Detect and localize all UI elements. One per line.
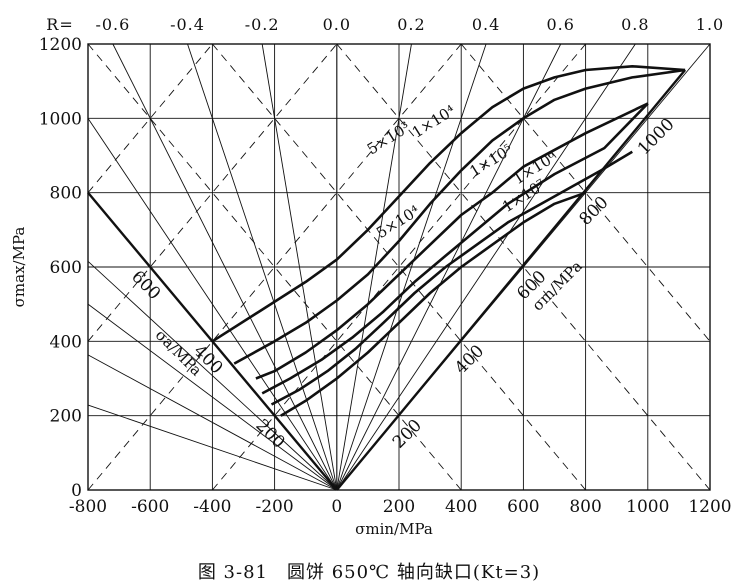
sigma-a-axis: [87, 191, 338, 491]
life-curve: [280, 191, 587, 417]
dashed-guides: [87, 43, 711, 491]
r-value-label: -0.4: [170, 15, 205, 34]
life-curve: [211, 65, 686, 343]
x-axis-label: σmin/MPa: [355, 520, 433, 538]
y-tick-label: 400: [50, 332, 82, 352]
r-value-label: 0.0: [323, 15, 351, 34]
x-tick-label: -800: [69, 497, 107, 517]
x-tick-label: 0: [331, 497, 342, 517]
y-tick-label: 1200: [39, 35, 82, 55]
r-ray: [87, 118, 338, 491]
dashed-guide: [87, 43, 338, 342]
x-tick-label: 400: [445, 497, 477, 517]
x-tick-label: 200: [383, 497, 415, 517]
labels: -800 -600 -400 -200 0 200 400 600 800 1000 1200 0 20…: [10, 15, 732, 538]
dashed-guide: [460, 43, 711, 342]
y-tick-label: 1000: [39, 109, 82, 129]
life-curve: [270, 150, 633, 406]
life-curve: [255, 102, 649, 380]
y-axis-label: σmax/MPa: [10, 227, 28, 308]
r-value-label: 0.2: [397, 15, 425, 34]
r-value-label: 0.8: [621, 15, 649, 34]
r-ray: [87, 303, 338, 491]
r-ray: [87, 260, 338, 491]
life-curve: [261, 102, 649, 395]
x-tick-label: 1000: [626, 497, 669, 517]
plot-frame: [87, 43, 711, 491]
sigma-m-axis: [335, 69, 687, 491]
r-ray: [336, 43, 487, 491]
sigma-a-tick: 600: [127, 267, 164, 304]
life-curves: [211, 65, 686, 417]
r-ray: [112, 43, 338, 491]
curve-label: 1×10⁵: [466, 140, 516, 180]
r-value-label: -0.2: [245, 15, 280, 34]
chart-caption: 图 3-81 圆饼 650℃ 轴向缺口(Kt=3): [198, 562, 540, 583]
x-tick-label: 800: [569, 497, 601, 517]
r-value-label: 1.0: [696, 15, 724, 34]
r-value-label: 0.6: [546, 15, 574, 34]
x-tick-label: -400: [193, 497, 231, 517]
r-value-label: -0.6: [95, 15, 130, 34]
y-tick-label: 200: [50, 407, 82, 427]
x-tick-label: 600: [507, 497, 539, 517]
r-ray: [187, 43, 338, 491]
r-axis-label: R=: [46, 15, 73, 34]
r-ray: [87, 404, 337, 491]
x-tick-label: 1200: [688, 497, 731, 517]
r-ray: [336, 43, 636, 491]
curve-label: 1×10⁴: [409, 101, 459, 141]
curve-label: 5×10³: [364, 118, 414, 158]
grid: [88, 44, 710, 490]
r-ray: [261, 43, 338, 491]
envelope-lines: [87, 69, 687, 491]
life-curve: [233, 68, 686, 365]
x-tick-label: -200: [255, 497, 293, 517]
y-tick-label: 800: [50, 184, 82, 204]
r-ray: [87, 354, 338, 491]
r-value-label: 0.4: [472, 15, 500, 34]
y-tick-label: 0: [71, 481, 82, 501]
x-tick-label: -600: [131, 497, 169, 517]
dashed-guide: [87, 43, 213, 193]
y-tick-label: 600: [50, 258, 82, 278]
sigma-m-tick: 1000: [634, 114, 679, 159]
